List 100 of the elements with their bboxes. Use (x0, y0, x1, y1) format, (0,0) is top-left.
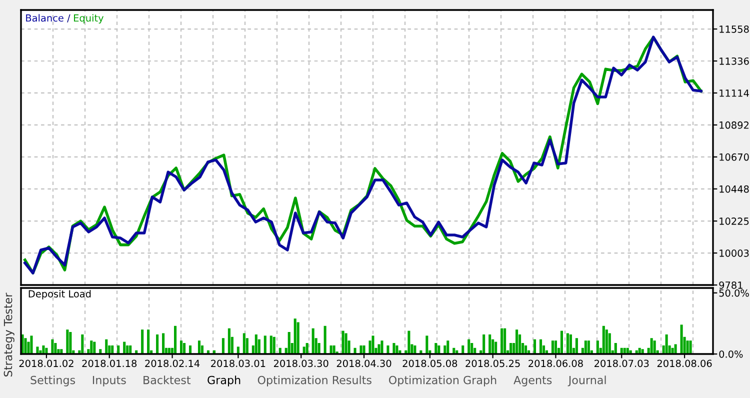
bar (584, 340, 587, 354)
bar (408, 330, 410, 354)
text: Inputs (92, 376, 126, 386)
text: Graph (208, 376, 240, 386)
bar (560, 330, 563, 354)
y-tick-label: 50.0% (719, 289, 749, 297)
bar (426, 336, 428, 354)
text: Backtest (144, 376, 191, 384)
bar (242, 333, 246, 354)
bar (66, 330, 69, 354)
bar (198, 340, 201, 354)
x-tick-label: 2018.02.14 (145, 360, 200, 368)
bar (488, 334, 492, 354)
bar (162, 333, 165, 354)
bar (596, 340, 599, 354)
bar (324, 326, 326, 354)
x-tick-label: 2018.05.25 (466, 360, 520, 368)
bar (51, 339, 54, 354)
bar (344, 333, 348, 354)
bar (650, 338, 653, 354)
text: Settings (30, 376, 76, 386)
bar (680, 324, 683, 354)
bar (288, 332, 290, 354)
bar (551, 340, 554, 354)
bar (378, 344, 380, 354)
bar (665, 334, 668, 354)
x-tick-label: 2018.01.02 (19, 360, 74, 368)
bar (264, 336, 266, 354)
bar (296, 322, 300, 354)
bar (653, 340, 656, 354)
y-tick-label: 11336 (720, 57, 749, 65)
bar (602, 326, 605, 354)
bar (372, 336, 374, 354)
bar (539, 339, 542, 354)
text: Balance (26, 14, 64, 22)
bar (468, 339, 470, 354)
bar (500, 328, 504, 354)
y-tick-label: 11558 (720, 25, 749, 33)
bar (272, 336, 276, 354)
text: Agents (514, 376, 552, 386)
bar (569, 334, 572, 354)
y-tick-label: 10003 (720, 250, 749, 257)
bar (504, 328, 506, 354)
bar (69, 332, 72, 354)
text: Equity (74, 14, 104, 24)
bar (482, 334, 486, 354)
bar (180, 340, 183, 354)
text: Optimization Graph (389, 376, 496, 386)
text: Optimization Results (258, 376, 372, 386)
bar (222, 338, 224, 354)
bar (228, 328, 230, 354)
chart-title: Deposit Load (28, 290, 91, 300)
bar (141, 330, 144, 354)
annotation: / (67, 14, 70, 22)
bar (30, 336, 33, 354)
bar (24, 338, 27, 354)
bar (360, 345, 362, 354)
bar (689, 340, 692, 354)
bar (254, 334, 258, 354)
x-tick-label: 2018.07.03 (594, 360, 649, 368)
bar (342, 330, 344, 354)
bar (380, 340, 384, 354)
y-tick-label: 0.0% (719, 350, 743, 358)
bar (147, 330, 150, 354)
bar (533, 339, 536, 354)
text: Journal (568, 376, 606, 386)
y-tick-label: 10225 (720, 218, 749, 225)
bar (156, 334, 159, 354)
bar (174, 326, 177, 354)
y-tick-label: 9781 (719, 281, 742, 289)
bar (312, 328, 314, 354)
x-tick-label: 2018.05.08 (402, 360, 458, 368)
x-tick-label: 2018.06.08 (528, 360, 583, 368)
text: Strategy Tester (4, 292, 14, 376)
bar (294, 318, 296, 354)
x-tick-label: 2018.03.30 (274, 360, 328, 368)
bar (674, 344, 677, 354)
bar (446, 340, 450, 354)
x-tick-label: 2018.04.30 (336, 360, 392, 368)
y-tick-label: 10448 (720, 185, 749, 193)
bar (575, 338, 578, 354)
bar (354, 348, 356, 354)
y-tick-label: 10892 (720, 121, 749, 129)
bar (105, 339, 108, 354)
bar (605, 330, 608, 354)
bar (608, 333, 611, 354)
bar (362, 345, 366, 354)
y-tick-label: 11114 (720, 90, 749, 97)
x-tick-label: 2018.08.06 (657, 360, 712, 368)
bar (270, 336, 272, 354)
bar (81, 334, 84, 354)
x-tick-label: 2018.03.01 (211, 360, 266, 368)
bar (554, 340, 557, 354)
x-tick-label: 2018.01.18 (82, 360, 137, 368)
y-tick-label: 10670 (720, 153, 749, 161)
bar (90, 340, 93, 354)
bar (516, 330, 518, 354)
bar (686, 340, 689, 354)
bar (566, 333, 569, 354)
bar (587, 340, 590, 354)
